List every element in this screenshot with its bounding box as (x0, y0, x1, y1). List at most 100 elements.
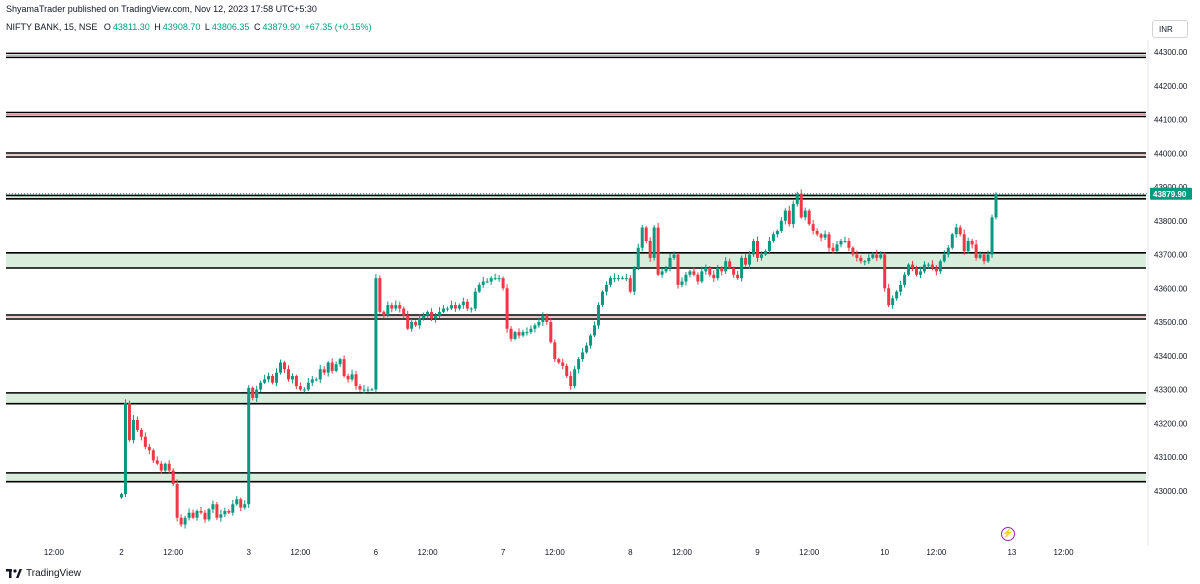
y-tick-label: 43100.00 (1154, 453, 1188, 462)
candle-body (990, 217, 994, 255)
candle-body (426, 311, 430, 316)
candle-body (501, 278, 505, 289)
candle-body (497, 278, 501, 280)
candle-body (652, 227, 656, 258)
candle-body (513, 332, 517, 339)
candle-body (290, 376, 294, 380)
candle-body (696, 274, 700, 282)
candle-body (374, 278, 378, 390)
candle-body (410, 322, 414, 329)
candle-body (465, 301, 469, 309)
candle-body (843, 241, 847, 242)
candle-body (271, 376, 275, 383)
y-tick-label: 43500.00 (1154, 318, 1188, 327)
candle-body (342, 359, 346, 376)
candle-body (143, 436, 147, 447)
candle-body (712, 274, 716, 279)
candle-body (517, 332, 521, 336)
candle-body (402, 308, 406, 316)
candle-body (418, 318, 422, 326)
candle-body (915, 268, 918, 275)
x-tick-label: 12:00 (290, 548, 311, 557)
candle-body (704, 268, 708, 272)
last-price-label: 43879.90 (1153, 190, 1187, 199)
candle-body (612, 278, 616, 280)
candle-body (581, 352, 585, 360)
candle-body (604, 284, 608, 292)
candle-body (362, 389, 366, 391)
candle-body (231, 504, 235, 513)
x-tick-label: 12:00 (926, 548, 947, 557)
high-label: H (154, 22, 161, 32)
candle-body (875, 254, 879, 258)
y-tick-label: 44000.00 (1154, 149, 1188, 158)
candle-body (350, 374, 354, 380)
candle-body (632, 268, 636, 292)
close-value: 43879.90 (262, 22, 300, 32)
close-label: C (253, 22, 261, 32)
candle-body (318, 369, 322, 380)
candle-body (593, 325, 597, 336)
candle-body (624, 278, 628, 280)
candle-body (215, 504, 219, 518)
candle-body (123, 403, 127, 495)
candle-body (187, 512, 191, 518)
candle-body (791, 203, 795, 225)
candle-body (330, 362, 334, 371)
candle-body (302, 389, 306, 391)
candle-body (529, 328, 533, 333)
candle-body (167, 463, 171, 471)
y-tick-label: 44300.00 (1154, 48, 1188, 57)
x-tick-label: 3 (246, 548, 251, 557)
candle-body (139, 430, 143, 437)
candle-body (306, 382, 310, 390)
candle-body (481, 281, 485, 285)
y-tick-label: 43300.00 (1154, 386, 1188, 395)
candle-body (724, 261, 728, 272)
candle-body (453, 305, 457, 309)
last-price-tag (1150, 187, 1192, 200)
candle-body (934, 268, 938, 272)
candle-body (994, 193, 998, 218)
candle-body (815, 230, 819, 235)
candle-body (561, 362, 565, 366)
high-value: 43908.70 (162, 22, 201, 32)
candle-body (648, 241, 652, 258)
low-value: 43806.35 (211, 22, 250, 32)
candle-body (223, 511, 227, 515)
lightning-icon[interactable]: ⚡ (1001, 527, 1015, 541)
y-tick-label: 43400.00 (1154, 352, 1188, 361)
candle-body (557, 359, 561, 363)
candle-body (322, 369, 326, 373)
candle-body (525, 332, 529, 334)
candle-body (616, 278, 620, 280)
candle-body (879, 254, 883, 258)
candle-body (692, 271, 696, 275)
y-tick-label: 44100.00 (1154, 116, 1188, 125)
candle-body (926, 264, 930, 266)
candle-body (179, 517, 183, 525)
candle-body (966, 241, 970, 252)
candle-body (867, 257, 871, 262)
candle-body (477, 284, 481, 292)
candle-body (366, 389, 370, 391)
candle-body (159, 463, 163, 471)
candle-body (831, 247, 835, 252)
candle-body (135, 419, 139, 430)
candle-body (887, 288, 891, 306)
candle-body (636, 247, 640, 268)
candle-body (521, 332, 525, 336)
candle-body (756, 241, 759, 258)
candle-body (891, 298, 895, 306)
candle-body (640, 227, 644, 248)
candle-body (597, 305, 600, 326)
candle-body (744, 257, 748, 265)
candle-body (859, 257, 863, 262)
candle-body (326, 362, 330, 373)
currency-button[interactable]: INR (1152, 20, 1188, 38)
candle-body (656, 227, 660, 275)
candle-body (251, 387, 255, 398)
y-tick-label: 43200.00 (1154, 419, 1188, 428)
candle-body (191, 512, 195, 518)
